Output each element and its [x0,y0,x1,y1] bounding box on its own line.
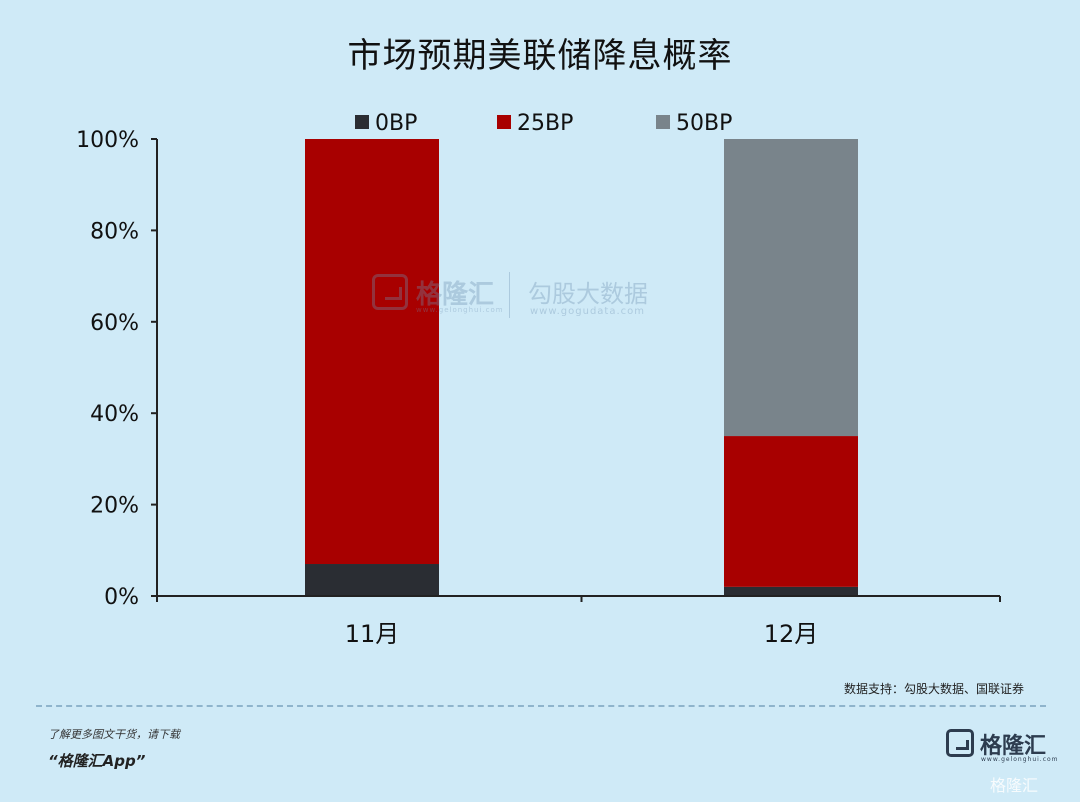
brand-name: 格隆汇 [980,734,1047,759]
watermark: 格隆汇 www.gelonghui.com 勾股大数据 www.gogudata… [372,272,672,320]
y-tick-label: 0% [104,585,139,610]
chart-title: 市场预期美联储降息概率 [347,36,733,76]
data-source-note: 数据支持：勾股大数据、国联证券 [843,682,1024,696]
footer-divider [36,705,1046,707]
bar-0bp-1 [305,564,439,596]
brand-logo-icon [946,729,974,757]
watermark-partner: 勾股大数据 [528,280,648,308]
legend-label-0bp: 0BP [375,111,417,136]
bars [305,139,858,596]
promo-text: 了解更多图文干货，请下载 [48,728,180,741]
x-axis: 11月 12月 [156,595,1001,648]
corner-watermark: 格隆汇 [990,776,1039,795]
y-axis: 0% 20% 40% 60% 80% 100% [76,128,158,610]
bar-25bp-1 [305,139,439,565]
legend-swatch-0bp [355,115,369,129]
legend-label-50bp: 50BP [676,111,732,136]
stacked-bar-chart: 0BP 25BP 50BP 0% 20% 40% 60% 80% 100% 11月 12月 [76,111,1001,648]
legend-label-25bp: 25BP [517,111,573,136]
y-tick-label: 40% [90,402,139,427]
promo-app-name: “格隆汇App” [48,752,146,770]
watermark-brand: 格隆汇 [416,280,495,310]
y-tick-label: 20% [90,494,139,519]
watermark-brand-url: www.gelonghui.com [416,306,504,314]
legend-swatch-50bp [656,115,670,129]
x-tick-label: 12月 [764,620,819,648]
bar-50bp-2 [724,139,858,437]
watermark-partner-url: www.gogudata.com [530,306,646,317]
bar-0bp-2 [724,586,858,596]
y-tick-label: 80% [90,219,139,244]
legend-swatch-25bp [497,115,511,129]
bar-25bp-2 [724,436,858,587]
legend: 0BP 25BP 50BP [355,111,732,136]
y-tick-label: 60% [90,311,139,336]
y-tick-label: 100% [76,128,139,153]
watermark-separator [509,272,510,318]
x-tick-label: 11月 [345,620,400,648]
watermark-logo-icon [372,274,408,310]
brand-url: www.gelonghui.com [981,756,1059,763]
